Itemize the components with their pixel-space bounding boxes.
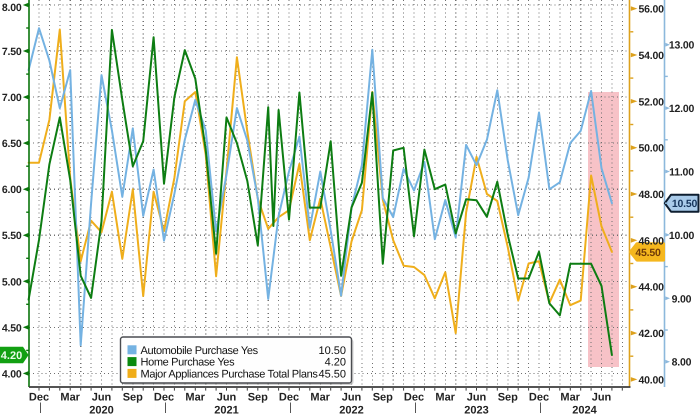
svg-text:44.00: 44.00 [639,282,665,294]
svg-text:10.50: 10.50 [318,345,346,357]
svg-text:50.00: 50.00 [639,143,665,155]
svg-text:6.50: 6.50 [2,138,22,150]
svg-text:5.50: 5.50 [2,230,22,242]
svg-text:5.00: 5.00 [2,276,22,288]
svg-text:Dec: Dec [404,392,424,404]
svg-text:12.00: 12.00 [669,103,695,115]
svg-text:54.00: 54.00 [639,50,665,62]
svg-text:45.50: 45.50 [635,247,661,259]
svg-text:45.50: 45.50 [318,368,346,380]
svg-text:4.00: 4.00 [2,368,22,380]
svg-text:10.00: 10.00 [669,230,695,242]
svg-text:4.20: 4.20 [325,357,346,369]
svg-text:Mar: Mar [435,392,455,404]
svg-text:52.00: 52.00 [639,96,665,108]
svg-text:10.50: 10.50 [672,198,698,210]
svg-text:8.00: 8.00 [2,2,22,14]
svg-text:7.00: 7.00 [2,92,22,104]
svg-text:Sep: Sep [123,392,143,404]
svg-text:2020: 2020 [89,405,113,417]
svg-text:2022: 2022 [339,405,363,417]
svg-text:48.00: 48.00 [639,189,665,201]
svg-text:Mar: Mar [185,392,205,404]
svg-text:Mar: Mar [60,392,80,404]
svg-text:8.00: 8.00 [672,357,692,369]
svg-text:Jun: Jun [217,392,237,404]
svg-text:42.00: 42.00 [639,328,665,340]
svg-text:4.20: 4.20 [1,350,22,362]
svg-text:9.00: 9.00 [672,293,692,305]
svg-text:Dec: Dec [279,392,299,404]
svg-text:2021: 2021 [214,405,238,417]
svg-text:7.50: 7.50 [2,46,22,58]
svg-text:11.00: 11.00 [669,167,694,179]
svg-text:2023: 2023 [464,405,488,417]
svg-text:6.00: 6.00 [2,184,22,196]
svg-text:46.00: 46.00 [639,235,665,247]
svg-text:Jun: Jun [592,392,612,404]
svg-text:Mar: Mar [310,392,330,404]
svg-text:40.00: 40.00 [639,374,665,386]
svg-text:Sep: Sep [248,392,268,404]
svg-text:Major Appliances Purchase Tota: Major Appliances Purchase Total Plans [141,368,319,380]
svg-text:13.00: 13.00 [669,40,695,52]
svg-text:Dec: Dec [154,392,174,404]
svg-text:56.00: 56.00 [639,4,665,16]
svg-text:Sep: Sep [373,392,393,404]
svg-text:Jun: Jun [467,392,487,404]
svg-text:Dec: Dec [529,392,549,404]
svg-text:Mar: Mar [560,392,580,404]
svg-text:4.50: 4.50 [2,322,22,334]
svg-text:Home Purchase Yes: Home Purchase Yes [141,357,236,369]
svg-text:Sep: Sep [498,392,518,404]
svg-text:Jun: Jun [342,392,362,404]
svg-text:Jun: Jun [92,392,112,404]
svg-text:Automobile Purchase Yes: Automobile Purchase Yes [141,345,259,357]
svg-text:Dec: Dec [29,392,49,404]
svg-text:2024: 2024 [572,405,597,417]
